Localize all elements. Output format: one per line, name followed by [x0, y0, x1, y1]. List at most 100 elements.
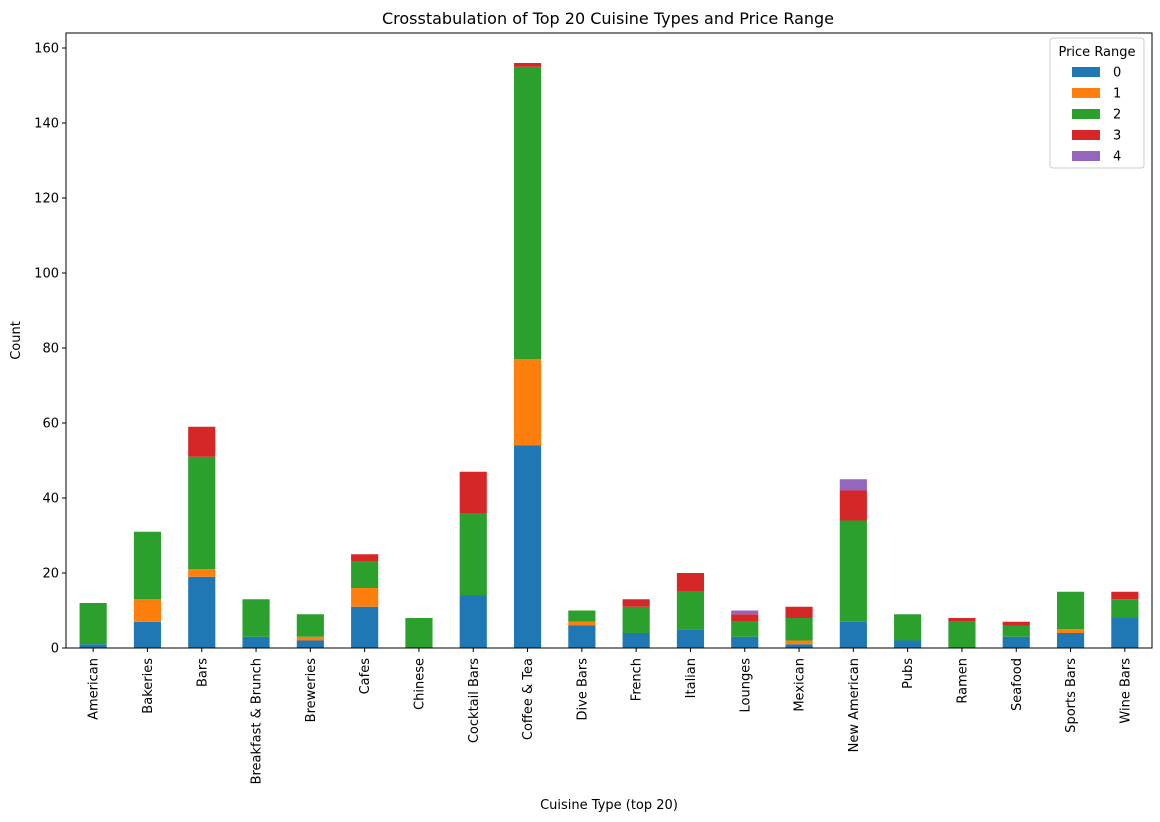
- bar-segment: [133, 599, 162, 622]
- bar-segment: [948, 618, 976, 622]
- bar-segment: [839, 621, 867, 648]
- bar-segment: [513, 63, 542, 67]
- y-tick-label: 40: [42, 492, 59, 507]
- bar-segment: [1056, 633, 1085, 648]
- x-tick-label: French: [630, 658, 645, 701]
- bar-segment: [351, 561, 379, 588]
- bar-segment: [568, 625, 596, 648]
- bar-segment: [731, 614, 759, 622]
- bar-segment: [242, 636, 270, 648]
- bar-segment: [622, 606, 650, 633]
- bar-segment: [351, 606, 379, 648]
- x-tick-label: Dive Bars: [575, 658, 590, 721]
- legend-swatch: [1072, 151, 1100, 161]
- bar-segment: [188, 456, 216, 570]
- bar-segment: [133, 531, 162, 600]
- legend-swatch: [1072, 67, 1100, 77]
- bar-segment: [785, 606, 813, 618]
- bar-segment: [351, 554, 379, 562]
- bar-segment: [785, 618, 813, 641]
- x-tick-label: Italian: [684, 658, 699, 698]
- bar-segment: [1111, 618, 1139, 648]
- bar-segment: [676, 591, 705, 630]
- bar-segment: [296, 636, 324, 641]
- legend-swatch: [1072, 109, 1100, 119]
- bar-segment: [568, 610, 596, 622]
- x-tick-label: Pubs: [901, 658, 916, 689]
- y-tick-label: 20: [42, 567, 59, 582]
- bar-segment: [839, 490, 867, 521]
- bar-segment: [405, 618, 433, 648]
- x-tick-label: American: [87, 658, 102, 720]
- bar-segment: [1056, 591, 1085, 630]
- y-tick-label: 140: [34, 117, 59, 132]
- bar-segment: [894, 640, 922, 648]
- legend-entry-label: 2: [1113, 108, 1121, 123]
- x-axis-label: Cuisine Type (top 20): [540, 798, 678, 813]
- bar-segment: [242, 599, 270, 637]
- x-tick-label: Sports Bars: [1064, 658, 1079, 733]
- legend-entry-label: 1: [1113, 87, 1121, 102]
- bar-segment: [513, 359, 542, 446]
- y-axis-label: Count: [9, 321, 24, 360]
- bar-segment: [296, 640, 324, 648]
- bar-segment: [459, 595, 487, 648]
- bar-segment: [513, 445, 542, 648]
- y-tick-label: 0: [51, 642, 59, 657]
- bar-segment: [188, 576, 216, 648]
- legend-swatch: [1072, 130, 1100, 140]
- x-axis: American Bakeries Bars Breakfast & Brunch Br…: [87, 648, 1133, 784]
- bar-segment: [459, 471, 487, 513]
- legend-entry-label: 4: [1113, 150, 1121, 165]
- x-tick-label: Breweries: [304, 658, 319, 723]
- bar-segment: [1002, 636, 1030, 648]
- bar-segment: [513, 66, 542, 360]
- bar-segment: [731, 610, 759, 615]
- y-tick-label: 120: [34, 192, 59, 207]
- bar-segment: [839, 479, 867, 491]
- plot-frame: [65, 32, 1153, 649]
- x-tick-label: Chinese: [412, 658, 427, 710]
- y-axis: 0 20 40 60 80 100 120 140 160: [34, 42, 66, 657]
- bar-segment: [1111, 599, 1139, 618]
- legend-entry-label: 0: [1113, 66, 1121, 81]
- bar-segment: [1056, 629, 1085, 633]
- x-tick-label: New American: [847, 658, 862, 752]
- chart-title: Crosstabulation of Top 20 Cuisine Types …: [382, 9, 834, 28]
- x-tick-label: Breakfast & Brunch: [250, 658, 265, 784]
- y-tick-label: 160: [34, 42, 59, 57]
- bar-segment: [188, 426, 216, 457]
- y-tick-label: 100: [34, 267, 59, 282]
- x-tick-label: Cafes: [358, 658, 373, 695]
- bar-segment: [785, 644, 813, 648]
- bar-segment: [1002, 621, 1030, 626]
- bar-segment: [459, 513, 487, 596]
- bar-segment: [296, 614, 324, 637]
- bar-segment: [731, 621, 759, 637]
- x-tick-label: Lounges: [738, 658, 753, 713]
- bar-segment: [731, 636, 759, 648]
- bar-segment: [351, 588, 379, 607]
- x-tick-label: Bakeries: [141, 658, 156, 714]
- bar-segment: [839, 520, 867, 622]
- bar-segment: [1111, 591, 1139, 600]
- bar-segment: [676, 573, 705, 592]
- x-tick-label: Coffee & Tea: [521, 658, 536, 740]
- bar-segment: [785, 640, 813, 645]
- bar-segment: [622, 599, 650, 607]
- bar-segment: [622, 633, 650, 648]
- legend-swatch: [1072, 88, 1100, 98]
- bar-segment: [79, 644, 107, 648]
- legend: Price Range 0 1 2 3 4: [1049, 37, 1145, 169]
- y-tick-label: 60: [42, 417, 59, 432]
- x-tick-label: Cocktail Bars: [467, 658, 482, 743]
- bar-segment: [1002, 625, 1030, 637]
- legend-title: Price Range: [1058, 45, 1135, 60]
- bar-segment: [79, 603, 107, 645]
- bar-segment: [894, 614, 922, 641]
- bar-segment: [133, 621, 162, 648]
- legend-entry-label: 3: [1113, 129, 1121, 144]
- bars-layer: [79, 63, 1139, 648]
- bar-segment: [676, 629, 705, 648]
